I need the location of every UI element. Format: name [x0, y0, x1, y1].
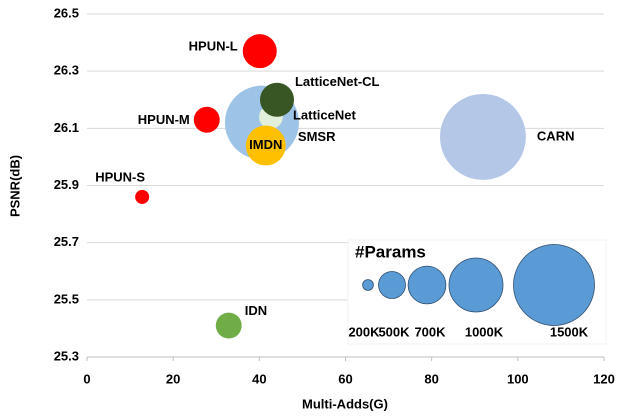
legend-label: 700K — [414, 324, 446, 339]
bubble — [440, 93, 526, 180]
x-axis-label: Multi-Adds(G) — [302, 396, 388, 411]
bubble — [215, 312, 242, 339]
legend-label: 200K — [348, 324, 380, 339]
y-tick-label: 26.5 — [54, 5, 79, 20]
legend-bubble — [448, 257, 504, 313]
x-tick-label: 40 — [252, 371, 266, 386]
data-label: IDN — [245, 303, 267, 318]
data-label: IMDN — [249, 137, 282, 152]
legend-label: 1000K — [465, 324, 504, 339]
x-tick-label: 120 — [593, 371, 615, 386]
data-label: LatticeNet — [293, 107, 357, 122]
legend-bubble — [407, 265, 447, 305]
data-label: SMSR — [298, 129, 336, 144]
legend-label: 1500K — [550, 324, 589, 339]
data-label: HPUN-S — [95, 169, 145, 184]
y-tick-label: 25.7 — [54, 234, 79, 249]
x-tick-label: 80 — [424, 371, 438, 386]
y-tick-label: 26.1 — [54, 120, 79, 135]
legend-bubble — [513, 244, 595, 326]
y-axis-label: PSNR(dB) — [7, 155, 22, 217]
data-label: CARN — [537, 128, 575, 143]
bubble — [193, 106, 220, 133]
legend-bubble — [378, 271, 406, 299]
y-tick-label: 25.3 — [54, 348, 79, 363]
bubble — [259, 82, 295, 117]
y-tick-label: 25.5 — [54, 291, 79, 306]
y-tick-label: 25.9 — [54, 177, 79, 192]
bubble — [245, 125, 286, 166]
bubble — [135, 189, 150, 204]
data-label: LatticeNet-CL — [295, 74, 380, 89]
legend-bubble — [362, 279, 374, 291]
y-tick-label: 26.3 — [54, 63, 79, 78]
data-label: HPUN-L — [189, 39, 238, 54]
legend-label: 500K — [378, 324, 410, 339]
bubble — [242, 34, 277, 69]
data-label: HPUN-M — [138, 112, 190, 127]
x-tick-label: 20 — [166, 371, 180, 386]
x-tick-label: 100 — [507, 371, 529, 386]
x-tick-label: 0 — [83, 371, 90, 386]
legend-title: #Params — [355, 242, 426, 261]
x-tick-label: 60 — [338, 371, 352, 386]
